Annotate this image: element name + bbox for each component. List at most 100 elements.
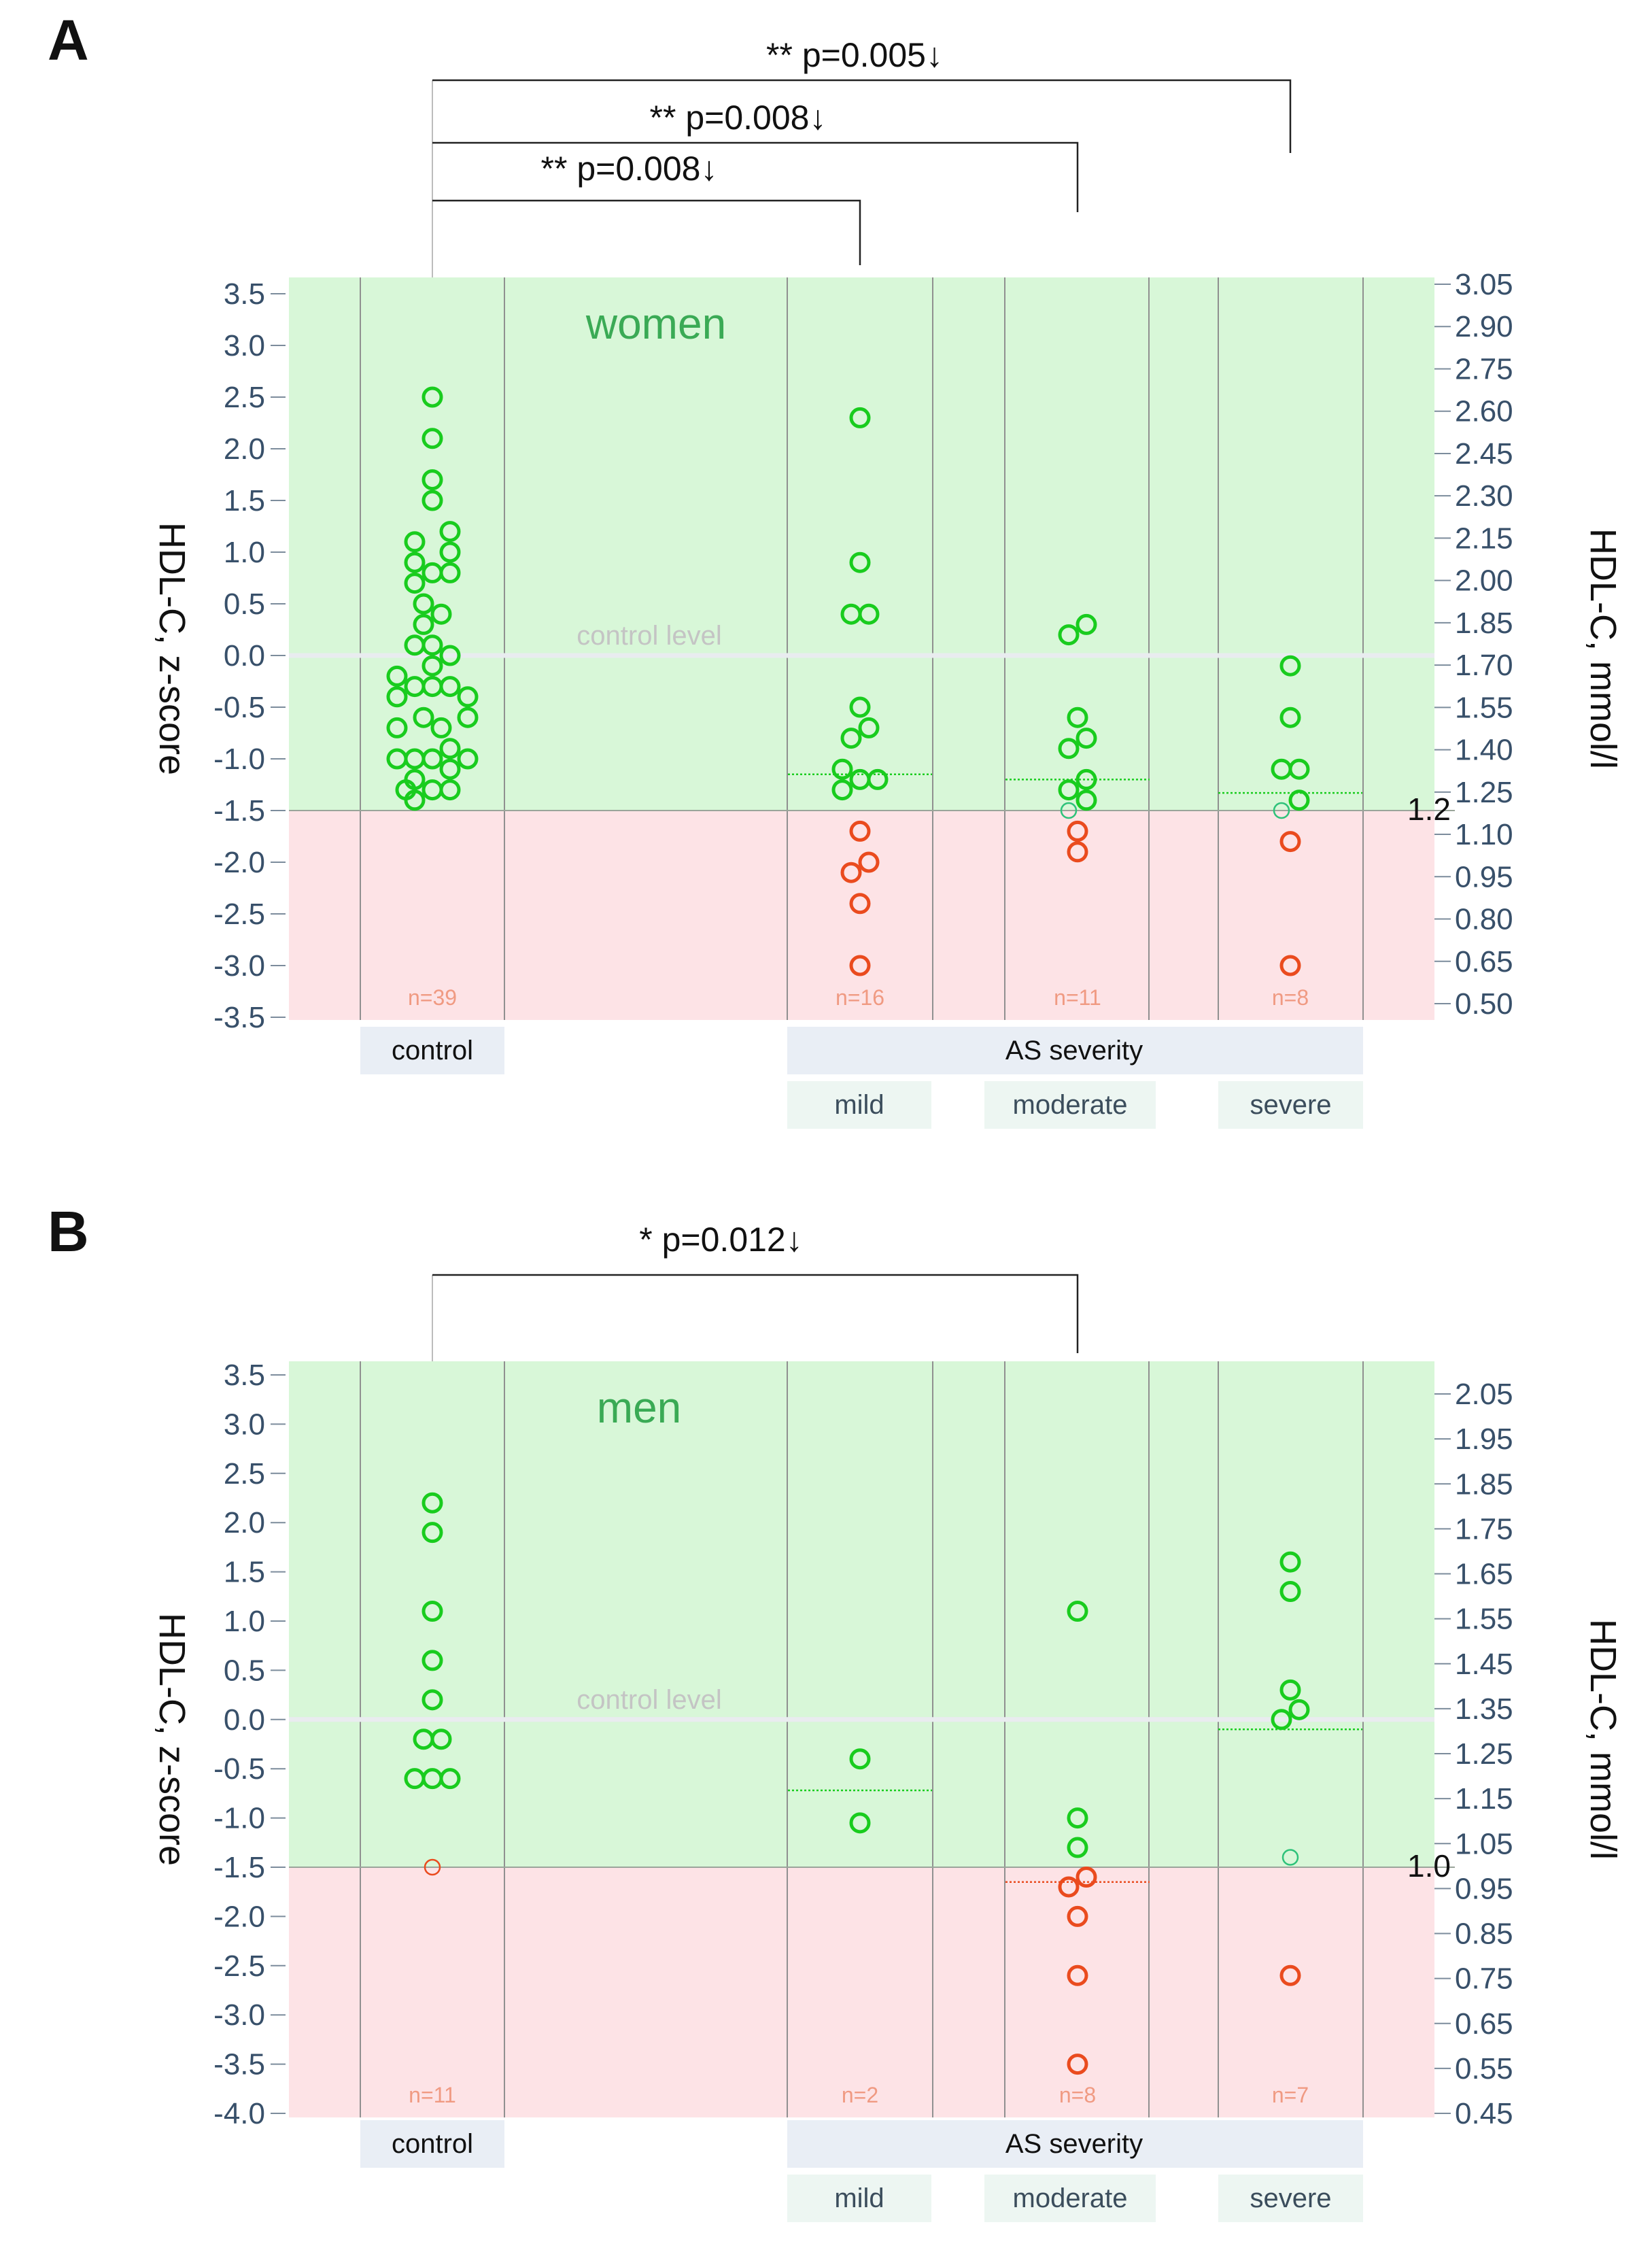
panel-b-severe-label: severe [1250,2183,1331,2213]
panel-a-control-level-label: control level [577,621,721,651]
panel-b-left-tick-label: 0.5 [224,1654,265,1687]
panel-b-severe-point [1279,1551,1301,1573]
panel-a-left-tick-label: 3.5 [224,277,265,311]
panel-b-right-tick-label: 0.65 [1455,2007,1513,2041]
panel-a-right-tick-label: 2.75 [1455,352,1513,386]
panel-a-left-tick-label: 2.5 [224,381,265,414]
panel-b-moderate-label: moderate [1013,2183,1128,2213]
panel-a-pvalue-text: p=0.008 [685,99,809,137]
panel-a-threshold-label: 1.2 [1407,791,1451,827]
panel-b-sex-label: men [597,1383,682,1432]
panel-a-right-tick-label: 2.45 [1455,437,1513,471]
panel-a-moderate-point [1058,624,1080,646]
panel-a-moderate-point [1067,820,1088,842]
panel-a-control-point [413,613,434,635]
panel-a-as-severity-box [787,1027,1363,1074]
panel-a-right-tick-label: 2.15 [1455,522,1513,555]
panel-a-right-axis-title: HDL-C, mmol/l [1583,528,1623,769]
panel-b-moderate-point [1075,1866,1097,1888]
panel-a-control-point [404,573,426,594]
panel-b-mild-point [849,1812,871,1834]
panel-b-right-tick-label: 1.35 [1455,1692,1513,1726]
panel-b-severe-n-label: n=7 [1272,2083,1309,2107]
panel-b-left-tick-label: -0.5 [213,1752,265,1786]
panel-a-mild-point [867,768,889,790]
panel-a-control-point [439,645,461,666]
panel-a-right-tick-label: 0.95 [1455,860,1513,893]
panel-a-left-tick-label: 2.0 [224,432,265,466]
panel-a-left-tick-label: 0.0 [224,639,265,672]
panel-a-left-tick-label: 1.0 [224,536,265,569]
panel-b-letter: B [48,1199,89,1263]
panel-b-left-tick-label: 3.5 [224,1359,265,1392]
panel-b-control-point [421,1689,443,1711]
panel-a-moderate-label: moderate [1013,1090,1128,1120]
panel-b-right-tick-label: 1.85 [1455,1467,1513,1501]
panel-a-as-severity-label: AS severity [1005,1036,1143,1066]
panel-a-control-point [413,593,434,615]
panel-b-control-point [421,1492,443,1514]
panel-b-control-level-label: control level [577,1685,721,1715]
panel-a-left-tick-label: -2.5 [213,898,265,931]
panel-a-severe-point [1279,955,1301,976]
panel-a-sex-label: women [585,299,726,348]
panel-a-severe-threshold-point [1273,802,1290,819]
panel-a-bracket-moderate [432,141,1079,212]
panel-a-mild-n-label: n=16 [836,985,884,1010]
panel-a-control-point [386,717,408,738]
panel-a-moderate-point [1075,789,1097,811]
panel-a-control-point [404,531,426,553]
panel-a-control-point [386,686,408,708]
panel-a-control-point [457,748,479,770]
panel-a-control-point [430,717,452,738]
panel-a-control-point [439,758,461,780]
panel-b-right-axis-title: HDL-C, mmol/l [1583,1619,1623,1860]
panel-a-pvalue-stars: ** [650,99,686,137]
panel-b-pvalue-text: p=0.012 [662,1221,786,1259]
panel-a-moderate-n-label: n=11 [1054,985,1101,1010]
panel-a-mild-point [849,407,871,428]
panel-b-pvalue-stars: * [639,1221,661,1259]
panel-a-moderate-point [1075,613,1097,635]
panel-a-left-tick-label: -3.0 [213,949,265,983]
panel-b-moderate-box [984,2175,1156,2222]
panel-b-moderate-point [1067,1807,1088,1829]
panel-b-left-tick-label: 1.5 [224,1556,265,1589]
panel-a-left-tick-label: 0.5 [224,587,265,621]
panel-a-left-tick-label: -2.0 [213,846,265,879]
panel-b-moderate-point [1067,1905,1088,1927]
panel-a-letter: A [48,8,89,72]
panel-a-moderate-point [1058,779,1080,801]
panel-a-severe-point [1288,758,1310,780]
panel-a-control-point [457,686,479,708]
panel-a-right-tick-label: 2.30 [1455,479,1513,513]
panel-a-severe-label: severe [1250,1090,1331,1120]
panel-a-control-point [421,386,443,408]
panel-a-right-tick-label: 1.85 [1455,607,1513,640]
panel-b-control-box [360,2120,504,2168]
panel-b-control-threshold-point [424,1858,441,1876]
panel-b-right-tick-label: 1.45 [1455,1648,1513,1681]
panel-a-left-tick-label: -3.5 [213,1001,265,1034]
panel-a-control-point [395,779,417,801]
panel-b-left-tick-label: 1.0 [224,1605,265,1638]
panel-a-control-box [360,1027,504,1074]
panel-b-severe-point [1279,1679,1301,1701]
panel-b-control-label: control [392,2129,473,2159]
panel-a-moderate-point [1075,728,1097,749]
panel-a-control-point [439,541,461,563]
panel-b-right-tick-label: 0.95 [1455,1872,1513,1905]
panel-a-left-tick-label: 3.0 [224,329,265,362]
panel-b-pvalue-moderate: * p=0.012↓ [639,1221,803,1259]
panel-a-control-point [404,551,426,573]
panel-b-mild-point [849,1748,871,1770]
panel-a-left-axis-title: HDL-C, z-score [152,522,192,775]
panel-b-left-tick-label: -4.0 [213,2097,265,2130]
panel-b-left-axis-title: HDL-C, z-score [152,1613,192,1866]
panel-a-pvalue-arrow: ↓ [700,150,717,188]
panel-a-right-tick-label: 1.70 [1455,649,1513,682]
panel-b-right-tick-label: 1.75 [1455,1512,1513,1546]
panel-b-severe-threshold-point [1281,1849,1299,1866]
panel-b-control-n-label: n=11 [409,2083,456,2107]
panel-b-severe-box [1218,2175,1363,2222]
